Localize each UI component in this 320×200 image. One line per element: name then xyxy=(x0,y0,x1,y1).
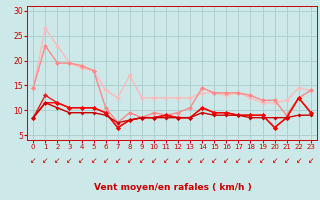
Text: ↙: ↙ xyxy=(42,156,49,166)
Text: ↙: ↙ xyxy=(199,156,205,166)
Text: ↙: ↙ xyxy=(127,156,133,166)
Text: ↙: ↙ xyxy=(223,156,229,166)
Text: ↙: ↙ xyxy=(284,156,290,166)
Text: ↙: ↙ xyxy=(115,156,121,166)
Text: ↙: ↙ xyxy=(78,156,85,166)
Text: ↙: ↙ xyxy=(54,156,60,166)
Text: ↙: ↙ xyxy=(235,156,242,166)
Text: ↙: ↙ xyxy=(102,156,109,166)
Text: ↙: ↙ xyxy=(187,156,193,166)
Text: ↙: ↙ xyxy=(151,156,157,166)
Text: ↙: ↙ xyxy=(295,156,302,166)
Text: ↙: ↙ xyxy=(247,156,254,166)
Text: ↙: ↙ xyxy=(308,156,314,166)
Text: ↙: ↙ xyxy=(66,156,73,166)
Text: ↙: ↙ xyxy=(271,156,278,166)
Text: ↙: ↙ xyxy=(30,156,36,166)
Text: ↙: ↙ xyxy=(163,156,169,166)
Text: ↙: ↙ xyxy=(175,156,181,166)
Text: ↙: ↙ xyxy=(259,156,266,166)
Text: ↙: ↙ xyxy=(139,156,145,166)
Text: ↙: ↙ xyxy=(211,156,217,166)
Text: Vent moyen/en rafales ( km/h ): Vent moyen/en rafales ( km/h ) xyxy=(94,183,252,192)
Text: ↙: ↙ xyxy=(90,156,97,166)
